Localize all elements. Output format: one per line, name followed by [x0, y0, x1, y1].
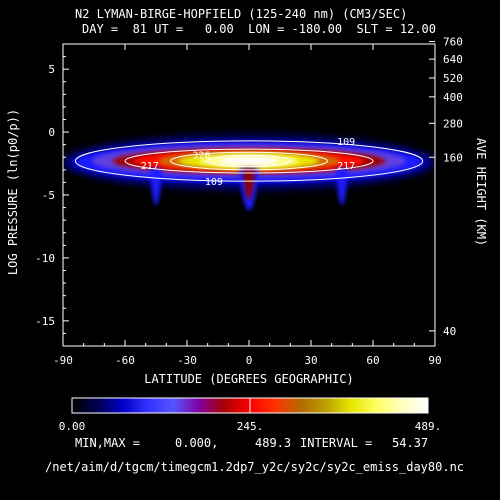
chart-subtitle: DAY = 81 UT = 0.00 LON = -180.00 SLT = 1… [82, 22, 437, 36]
colorbar-mid-label: 245. [237, 420, 264, 433]
x-tick-label: 60 [366, 354, 379, 367]
y-tick-label: -5 [42, 189, 55, 202]
x-tick-label: 30 [304, 354, 317, 367]
y2-tick-label: 640 [443, 53, 463, 66]
y-tick-label: -15 [35, 315, 55, 328]
interval-label: INTERVAL = [300, 436, 373, 450]
interval-value: 54.37 [392, 436, 429, 450]
x-tick-label: 90 [428, 354, 441, 367]
contour-label: 326 [192, 151, 210, 162]
file-path: /net/aim/d/tgcm/timegcm1.2dp7_y2c/sy2c/s… [45, 460, 465, 474]
y2-tick-label: 520 [443, 72, 463, 85]
emission-layer [220, 156, 278, 166]
y2-tick-label: 760 [443, 35, 463, 48]
y-tick-label: -10 [35, 252, 55, 265]
min-value: 0.000, [175, 436, 219, 450]
colorbar-max-label: 489. [415, 420, 442, 433]
y-axis-label: LOG PRESSURE (ln(p0/p)) [6, 109, 20, 275]
contour-line [124, 148, 374, 174]
x-tick-label: -60 [115, 354, 135, 367]
contour-label: 217 [337, 161, 355, 172]
y2-axis-label: AVE HEIGHT (KM) [474, 138, 488, 246]
x-axis-label: LATITUDE (DEGREES GEOGRAPHIC) [144, 372, 354, 386]
y2-tick-label: 400 [443, 91, 463, 104]
x-tick-label: -90 [53, 354, 73, 367]
max-value: 489.3 [255, 436, 292, 450]
y2-tick-label: 160 [443, 151, 463, 164]
y2-tick-label: 280 [443, 117, 463, 130]
minmax-label: MIN,MAX = [75, 436, 141, 450]
x-axis: -90 -60 -30 0 30 60 90 [53, 44, 442, 367]
contour-line [207, 154, 291, 168]
x-tick-label: -30 [177, 354, 197, 367]
contour-label: 109 [337, 137, 355, 148]
colorbar [71, 397, 429, 414]
contour-labels: 109 109 217 217 326 [141, 137, 355, 188]
y-tick-label: 5 [48, 63, 55, 76]
y-tick-label: 0 [48, 126, 55, 139]
y-axis: -15 -10 -5 0 5 [35, 43, 69, 347]
colorbar-min-label: 0.00 [59, 420, 86, 433]
contour-line [74, 140, 424, 182]
contour-label: 217 [141, 161, 159, 172]
plot-area [63, 44, 435, 346]
y2-tick-label: 40 [443, 325, 456, 338]
emission-lobe-core [243, 168, 255, 201]
y2-axis: 760 640 520 400 280 160 40 [429, 35, 463, 338]
contour-line [169, 151, 329, 171]
x-tick-label: 0 [246, 354, 253, 367]
contour-label: 109 [205, 177, 223, 188]
chart-title: N2 LYMAN-BIRGE-HOPFIELD (125-240 nm) (CM… [75, 7, 408, 21]
